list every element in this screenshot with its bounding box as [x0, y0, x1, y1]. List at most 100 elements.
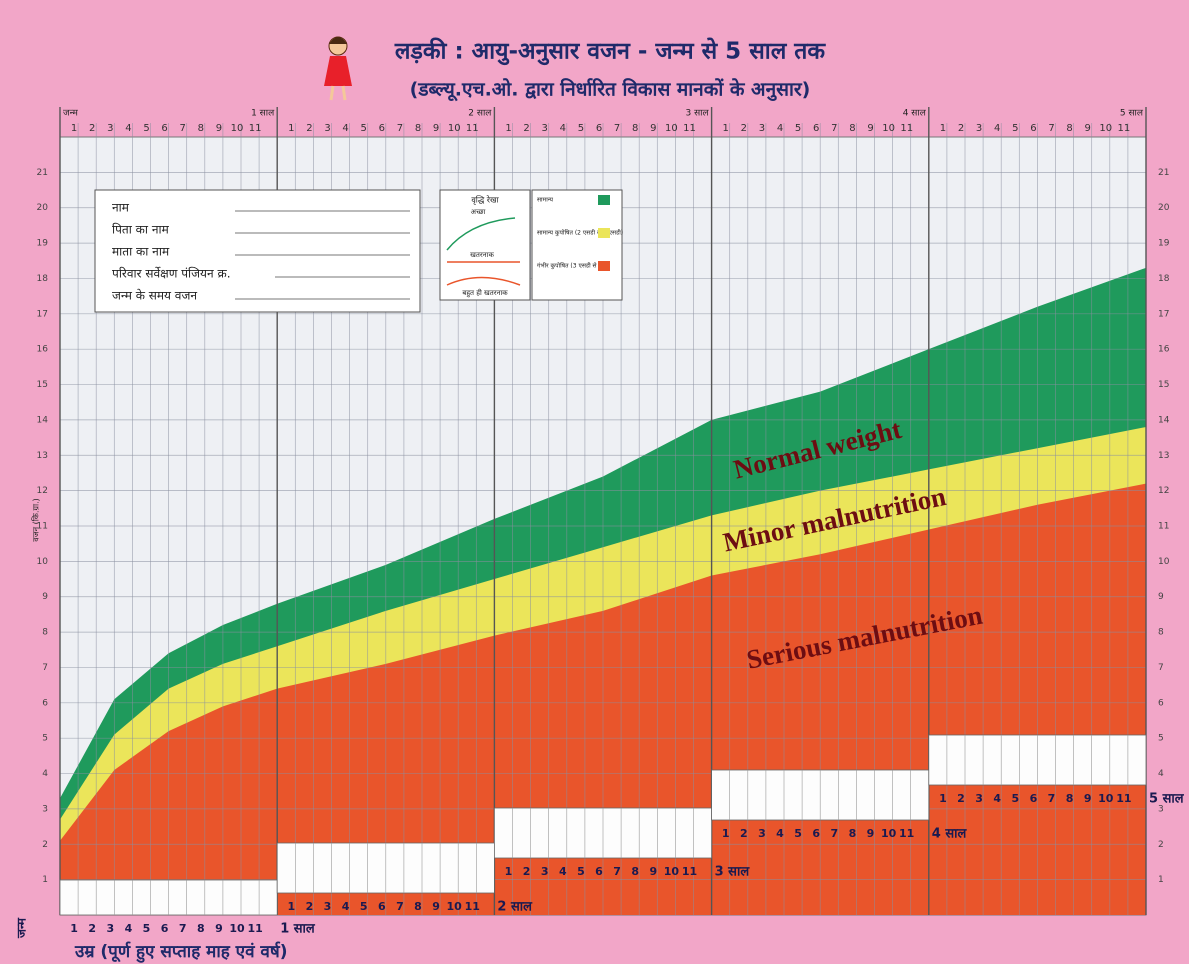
x-tick-label: 4 [342, 900, 350, 913]
x-tick-label: 7 [831, 123, 837, 134]
x-tick-label: 10 [665, 123, 678, 134]
y-axis-label: वजन (कि.ग्रा.) [31, 498, 41, 542]
x-tick-label: 10 [1099, 123, 1112, 134]
x-tick-label: 11 [247, 922, 262, 935]
y-tick-label: 12 [37, 486, 48, 496]
x-tick-label: 6 [596, 123, 602, 134]
x-tick-label: 8 [631, 865, 639, 878]
x-tick-label: 2 [88, 922, 96, 935]
y-tick-label: 21 [37, 168, 48, 178]
x-tick-label: 2 [89, 123, 95, 134]
y-tick-label: 18 [37, 274, 49, 284]
x-tick-label: 5 [794, 827, 802, 840]
y-tick-label: 17 [1158, 309, 1169, 319]
x-year-label: जन्म [63, 109, 79, 119]
x-tick-label: 8 [849, 123, 855, 134]
x-tick-label: 2 [741, 123, 747, 134]
x-tick-label: 1 [288, 123, 294, 134]
x-tick-label: 3 [975, 792, 983, 805]
y-tick-label: 7 [42, 663, 48, 673]
x-tick-label: 1 [722, 827, 730, 840]
x-tick-label: 8 [1066, 123, 1072, 134]
y-tick-label: 4 [1158, 769, 1164, 779]
x-tick-label: 11 [683, 123, 696, 134]
x-tick-label: 11 [249, 123, 262, 134]
form-box [94, 189, 421, 313]
x-tick-label: 7 [614, 123, 620, 134]
x-tick-label: 7 [613, 865, 621, 878]
x-tick-label: 2 [523, 123, 529, 134]
form-field: जन्म के समय वजन [112, 289, 197, 303]
y-tick-label: 5 [1158, 734, 1164, 744]
x-tick-label: 1 [70, 922, 78, 935]
x-tick-label: 1 [71, 123, 77, 134]
y-tick-label: 11 [1158, 522, 1169, 532]
x-tick-label: 10 [229, 922, 245, 935]
x-tick-label: 10 [231, 123, 244, 134]
x-tick-label: 8 [198, 123, 204, 134]
y-tick-label: 4 [42, 769, 48, 779]
form-field: पिता का नाम [112, 223, 170, 237]
growth-legend-label: बहुत ही खतरनाक [462, 288, 508, 298]
growth-legend-title: वृद्धि रेखा [471, 195, 499, 206]
x-tick-label: 5 [143, 123, 149, 134]
y-tick-label: 14 [1158, 415, 1170, 425]
growth-line-severe [446, 276, 521, 286]
y-tick-label: 15 [1158, 380, 1169, 390]
growth-legend-label: खतरनाक [470, 251, 494, 259]
x-tick-label: 9 [433, 123, 439, 134]
x-tick-label: 7 [830, 827, 838, 840]
status-legend-swatch [598, 261, 610, 271]
x-tick-label: 1 [505, 865, 513, 878]
x-tick-label: 6 [379, 123, 385, 134]
growth-line-good [446, 217, 516, 251]
y-tick-label: 16 [1158, 345, 1170, 355]
x-tick-label: 11 [900, 123, 913, 134]
y-tick-label: 3 [1158, 804, 1164, 814]
x-tick-label: 5 [1012, 123, 1018, 134]
y-tick-label: 20 [37, 203, 49, 213]
x-tick-label: 3 [324, 123, 330, 134]
x-year-label: 3 साल [715, 865, 751, 880]
growth-legend-label: अच्छा [471, 208, 486, 216]
x-tick-label: 2 [523, 865, 531, 878]
x-tick-label: 2 [306, 900, 314, 913]
x-tick-label: 5 [795, 123, 801, 134]
x-tick-label: 5 [360, 900, 368, 913]
y-tick-label: 11 [37, 522, 48, 532]
y-tick-label: 12 [1158, 486, 1169, 496]
x-tick-label: 1 [505, 123, 511, 134]
x-tick-label: 3 [324, 900, 332, 913]
x-tick-label: 5 [1011, 792, 1019, 805]
x-tick-label: 9 [216, 123, 222, 134]
x-tick-label: 6 [1030, 792, 1038, 805]
x-tick-label: 3 [107, 123, 113, 134]
y-tick-label: 21 [1158, 168, 1169, 178]
y-tick-label: 13 [37, 451, 48, 461]
status-legend-label: सामान्य [537, 197, 554, 204]
y-tick-label: 19 [1158, 239, 1170, 249]
x-year-label: 1 साल [280, 922, 316, 937]
x-tick-label: 2 [957, 792, 965, 805]
x-tick-label: 1 [940, 123, 946, 134]
y-tick-label: 7 [1158, 663, 1164, 673]
status-legend-label: गंभीर कुपोषित (3 एसडी से नीचे) [537, 262, 610, 270]
y-tick-label: 9 [1158, 592, 1164, 602]
form-field: परिवार सर्वेक्षण पंजियन क्र. [112, 267, 231, 281]
x-tick-label: 6 [161, 123, 167, 134]
y-tick-label: 16 [37, 345, 49, 355]
x-year-label: 5 साल [1149, 792, 1185, 807]
x-tick-label: 7 [180, 123, 186, 134]
x-year-label: 5 साल [1120, 109, 1144, 119]
x-tick-label: 8 [1066, 792, 1074, 805]
x-tick-label: 2 [306, 123, 312, 134]
form-field: माता का नाम [112, 245, 170, 259]
x-tick-label: 4 [125, 123, 131, 134]
x-year-label: 4 साल [932, 827, 968, 842]
girl-icon [324, 36, 352, 101]
x-tick-label: 10 [448, 123, 461, 134]
x-year-label: 2 साल [468, 109, 492, 119]
x-tick-label: 4 [994, 123, 1000, 134]
y-tick-label: 15 [37, 380, 48, 390]
